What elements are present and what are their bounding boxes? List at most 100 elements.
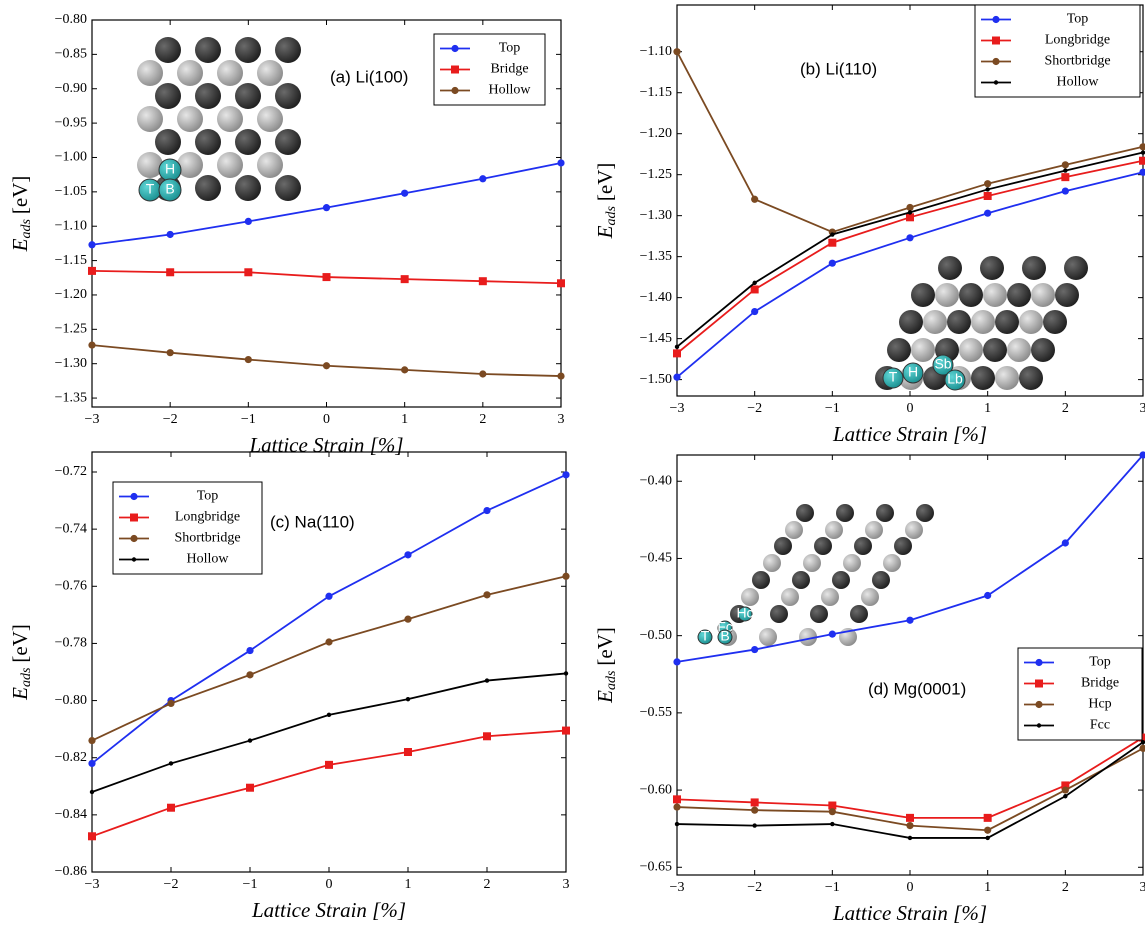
atom [257,152,283,178]
legend-label: Top [499,41,521,56]
y-tick-label: −0.82 [55,750,87,765]
marker [1061,539,1069,547]
legend-marker [451,44,459,53]
y-label-unit: [eV] [8,176,32,214]
site-label: H [908,364,918,380]
site-label: H [165,161,175,177]
y-tick-label: −0.86 [55,864,87,879]
x-tick-label: 2 [1062,401,1069,416]
y-tick-label: −1.10 [55,218,87,233]
marker [325,638,333,646]
atom [195,129,221,155]
y-tick-label: −1.10 [640,44,672,59]
atom [899,310,923,334]
atom [1019,366,1043,390]
marker [322,273,331,282]
atom [177,152,203,178]
legend-label: Longbridge [1045,33,1110,48]
annotation: (d) Mg(0001) [868,679,966,698]
legend-marker [1035,700,1043,709]
atom [821,588,839,606]
panel: −0.80 −0.85 −0.90 −0.95 −1.00 −1.05 −1.10 −1.15… [8,12,565,457]
x-tick-label: 1 [984,401,991,416]
marker [88,341,96,349]
marker [167,803,175,812]
annotation: (b) Li(110) [800,59,877,78]
y-tick-label: −1.20 [640,126,672,141]
annotation: (c) Na(110) [270,512,355,531]
marker [166,349,174,357]
series-line [676,454,1144,663]
atom [796,504,814,522]
marker [167,699,175,708]
atom [235,37,261,63]
site-atom [697,629,713,645]
marker [322,204,331,212]
panel: −1.10 −1.15 −1.20 −1.25 −1.30 −1.35 −1.40 −1.45… [593,4,1145,446]
y-label-unit: [eV] [593,163,617,201]
x-tick-label: −1 [243,877,258,892]
marker [246,671,254,679]
x-tick-label: −2 [163,412,178,427]
y-tick-label: −0.72 [55,464,87,479]
marker [1063,794,1068,799]
legend-label: Hollow [187,552,230,567]
y-label-symbol: E [593,690,617,704]
atom [1031,338,1055,362]
marker [404,551,412,559]
legend-label: Shortbridge [1044,54,1110,69]
marker [562,572,570,580]
marker [750,798,759,807]
y-tick-label: −0.90 [55,81,87,96]
atom [275,83,301,109]
marker [244,268,253,277]
atom [235,129,261,155]
x-tick-label: 1 [405,877,412,892]
legend-label: Hollow [1057,75,1100,90]
legend-marker [1036,723,1042,728]
x-tick-label: −2 [164,877,179,892]
marker [326,712,332,718]
legend-marker [1035,679,1043,688]
y-label-symbol: E [593,225,617,239]
atom [905,521,923,539]
site-atom [882,367,904,389]
x-tick-label: −1 [825,880,840,895]
marker [1061,173,1070,182]
x-tick-label: 3 [558,412,565,427]
atom [832,571,850,589]
y-tick-label: −1.05 [55,184,87,199]
marker [405,696,411,702]
marker [828,630,836,638]
atom [177,106,203,132]
atom [763,554,781,572]
atom [195,175,221,201]
atom [894,537,912,555]
x-tick-label: −1 [825,401,840,416]
y-tick-label: −0.95 [55,115,87,130]
legend-label: Top [1089,655,1111,670]
legend-label: Bridge [1081,676,1119,691]
y-tick-label: −0.50 [640,628,672,643]
marker [88,736,96,745]
marker [1140,740,1145,745]
atom [983,338,1007,362]
atom [850,605,868,623]
atom [195,83,221,109]
legend-label: Bridge [490,62,528,77]
y-tick-label: −1.40 [640,290,672,305]
marker [1139,143,1145,151]
legend-marker [993,80,999,85]
marker [751,645,759,654]
x-tick-label: 1 [984,880,991,895]
marker [166,230,174,239]
y-label-subscript: ads [19,219,34,239]
marker [906,234,914,242]
atom [1022,256,1046,280]
legend-label: Fcc [1090,718,1110,733]
atom [872,571,890,589]
marker [168,761,174,766]
site-label: T [701,628,710,644]
legend-label: Shortbridge [174,531,240,546]
